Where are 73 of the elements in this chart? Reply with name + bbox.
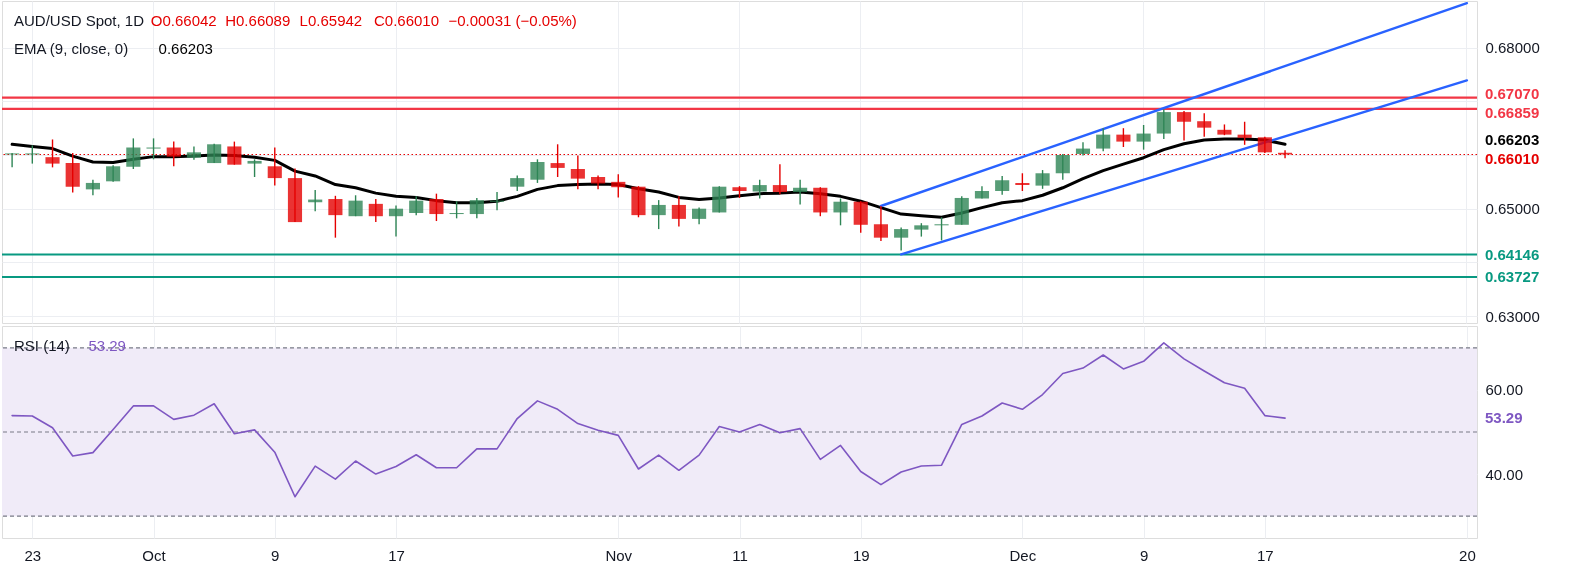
- candlestick: [1035, 169, 1050, 190]
- ref-line-label: 0.63727: [1485, 268, 1540, 286]
- candlestick: [429, 192, 444, 222]
- candlestick: [793, 179, 808, 206]
- candlestick: [1156, 108, 1171, 140]
- candlestick: [368, 198, 383, 223]
- candlestick: [671, 195, 686, 228]
- x-tick-label: Oct: [142, 546, 167, 564]
- x-tick-label: 9: [271, 546, 280, 564]
- ref-line-label: 0.64146: [1485, 245, 1540, 263]
- annotation: C0.66010: [374, 12, 440, 29]
- annotation: 0.66203: [158, 40, 213, 57]
- text: 53.29: [1485, 409, 1523, 427]
- candlestick: [25, 144, 40, 165]
- y-tick-label: 0.65000: [1485, 200, 1540, 218]
- annotation: −0.00031 (−0.05%): [448, 12, 577, 29]
- text: AUD/USD Spot, 1D: [14, 12, 145, 29]
- ref-line-label: 0.66859: [1485, 103, 1540, 121]
- annotation: 53.29: [88, 337, 126, 354]
- candlestick: [166, 140, 181, 167]
- candlestick: [469, 197, 484, 220]
- candlestick: [530, 158, 545, 184]
- candlestick: [894, 226, 909, 252]
- candlestick: [45, 138, 60, 169]
- candlestick: [126, 137, 141, 170]
- x-tick-label: 23: [24, 546, 42, 564]
- x-tick-label: 9: [1139, 546, 1149, 564]
- candlestick: [388, 204, 404, 238]
- candlestick: [1116, 127, 1131, 148]
- x-tick-label: Dec: [1009, 546, 1037, 564]
- candlestick: [570, 154, 585, 191]
- candlestick: [409, 195, 424, 216]
- annotation: H0.66089: [225, 12, 291, 29]
- x-tick-label: Nov: [605, 546, 633, 564]
- x-tick-label: 17: [388, 546, 405, 564]
- y-tick-label: 0.63000: [1485, 307, 1540, 325]
- x-tick-label: 11: [732, 546, 748, 564]
- y-tick-label: 60.00: [1485, 381, 1524, 399]
- candlestick: [1055, 153, 1070, 181]
- candlestick: [328, 195, 343, 239]
- x-tick-label: 20: [1459, 546, 1476, 564]
- annotation: O0.66042: [150, 12, 217, 29]
- candlestick: [227, 140, 242, 166]
- candlestick: [873, 205, 889, 242]
- candlestick: [651, 199, 666, 230]
- text: RSI (14): [14, 337, 70, 354]
- candlestick: [65, 152, 80, 194]
- candlestick: [5, 152, 20, 169]
- candlestick: [833, 197, 848, 227]
- text: EMA (9, close, 0): [14, 40, 129, 57]
- candlestick: [1237, 121, 1252, 146]
- y-tick-label: 0.68000: [1485, 39, 1540, 57]
- candlestick: [934, 216, 949, 242]
- x-tick-label: 17: [1257, 546, 1274, 564]
- y-tick-label: 40.00: [1485, 465, 1524, 483]
- line-series: [11, 342, 1286, 498]
- candlestick: [1096, 127, 1111, 152]
- text: 0.66203: [1485, 130, 1540, 148]
- candlestick: [752, 179, 767, 200]
- candlestick: [995, 175, 1010, 196]
- ref-line-label: 0.66010: [1485, 149, 1540, 167]
- candlestick: [1176, 110, 1192, 142]
- candlestick: [1197, 112, 1212, 138]
- candlestick: [146, 137, 161, 161]
- candlestick: [611, 173, 626, 199]
- annotation: L0.65942: [299, 12, 363, 29]
- x-tick-label: 19: [852, 546, 870, 564]
- candlestick: [1075, 141, 1091, 157]
- ref-line-label: 0.67070: [1485, 84, 1540, 102]
- candlestick: [1136, 124, 1151, 151]
- candlestick: [489, 191, 505, 211]
- candlestick: [772, 163, 787, 195]
- candlestick: [853, 200, 868, 234]
